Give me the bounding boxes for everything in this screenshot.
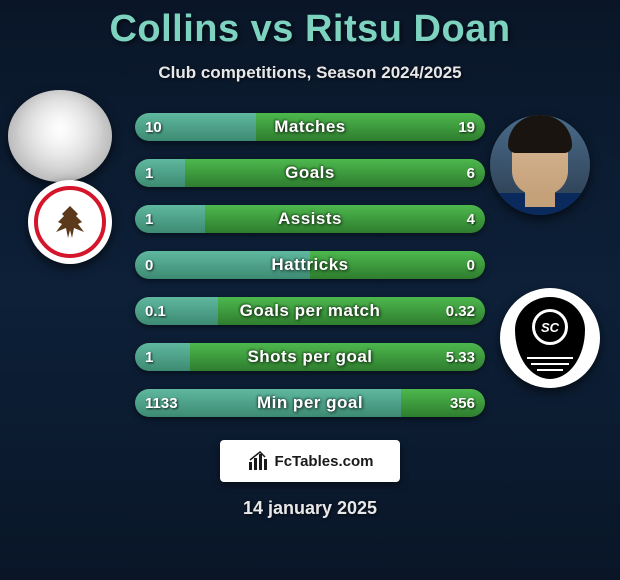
stat-row: Min per goal1133 356 xyxy=(135,389,485,417)
stat-row: Hattricks0 0 xyxy=(135,251,485,279)
stat-value-left: 0 xyxy=(145,251,153,279)
stat-label: Goals xyxy=(135,159,485,187)
stat-value-right: 5.33 xyxy=(446,343,475,371)
comparison-bars: Matches1019Goals16Assists14Hattricks00Go… xyxy=(135,113,485,435)
stat-value-left: 1 xyxy=(145,159,153,187)
stat-value-left: 1 xyxy=(145,343,153,371)
chart-icon xyxy=(247,450,269,472)
stat-value-right: 19 xyxy=(458,113,475,141)
stat-value-left: 1 xyxy=(145,205,153,233)
stat-value-right: 356 xyxy=(450,389,475,417)
branding-text: FcTables.com xyxy=(275,453,374,470)
stat-value-right: 0 xyxy=(467,251,475,279)
page-subtitle: Club competitions, Season 2024/2025 xyxy=(0,63,620,83)
stat-row: Shots per goal1 5.33 xyxy=(135,343,485,371)
stat-label: Shots per goal xyxy=(135,343,485,371)
page-title: Collins vs Ritsu Doan xyxy=(0,0,620,51)
stat-label: Min per goal xyxy=(135,389,485,417)
stat-value-right: 6 xyxy=(467,159,475,187)
stat-label: Hattricks xyxy=(135,251,485,279)
stat-value-left: 0.1 xyxy=(145,297,166,325)
stat-value-right: 0.32 xyxy=(446,297,475,325)
stat-value-left: 10 xyxy=(145,113,162,141)
stat-row: Assists1 4 xyxy=(135,205,485,233)
stat-label: Matches xyxy=(135,113,485,141)
date-text: 14 january 2025 xyxy=(0,498,620,519)
stat-label: Goals per match xyxy=(135,297,485,325)
stat-label: Assists xyxy=(135,205,485,233)
stat-row: Goals1 6 xyxy=(135,159,485,187)
branding-badge: FcTables.com xyxy=(220,440,400,482)
stat-value-right: 4 xyxy=(467,205,475,233)
stat-row: Goals per match0.1 0.32 xyxy=(135,297,485,325)
stat-value-left: 1133 xyxy=(145,389,178,417)
stat-row: Matches10 19 xyxy=(135,113,485,141)
